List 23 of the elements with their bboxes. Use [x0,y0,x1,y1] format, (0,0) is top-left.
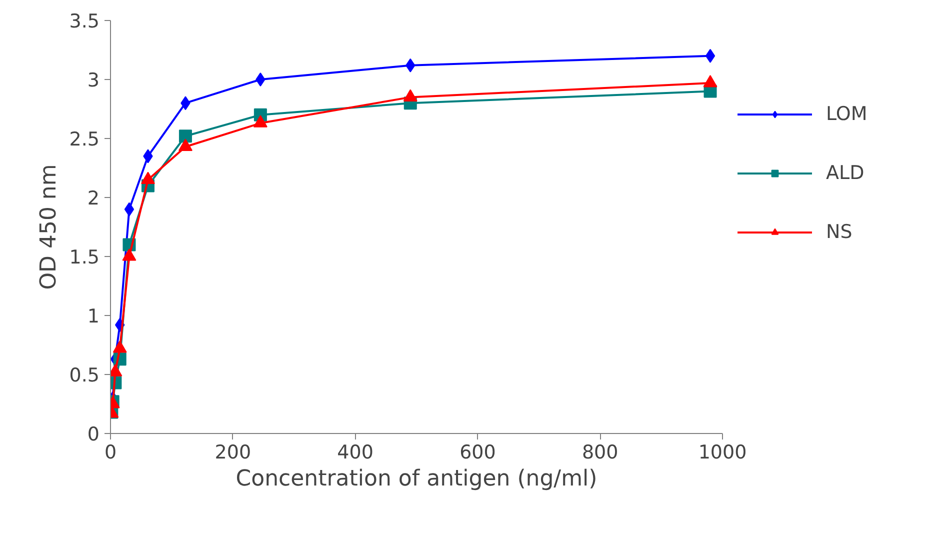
x-tick-label: 800 [582,442,618,464]
y-tick-label: 1.5 [69,246,100,268]
x-tick-label: 200 [214,442,252,464]
y-axis-title: OD 450 nm [36,164,62,290]
x-tick-label: 0 [104,442,117,464]
x-tick-label: 400 [337,442,374,464]
y-tick-label: 0.5 [69,364,100,386]
x-axis-title: Concentration of antigen (ng/ml) [236,466,598,492]
y-tick-label: 2 [87,188,100,210]
y-tick-label: 0 [87,424,100,446]
legend-label: ALD [826,162,864,184]
x-tick-label: 600 [460,442,496,464]
point [705,48,716,63]
y-tick-label: 3 [87,70,100,92]
point [124,202,134,216]
y-tick-label: 1 [87,306,100,328]
point [178,130,192,143]
y-tick-label: 3.5 [69,10,100,32]
x-tick-label: 1000 [698,442,747,464]
legend-label: LOM [826,103,868,125]
y-tick-label: 2.5 [69,128,100,150]
point [256,72,266,86]
legend-label: NS [826,221,852,243]
